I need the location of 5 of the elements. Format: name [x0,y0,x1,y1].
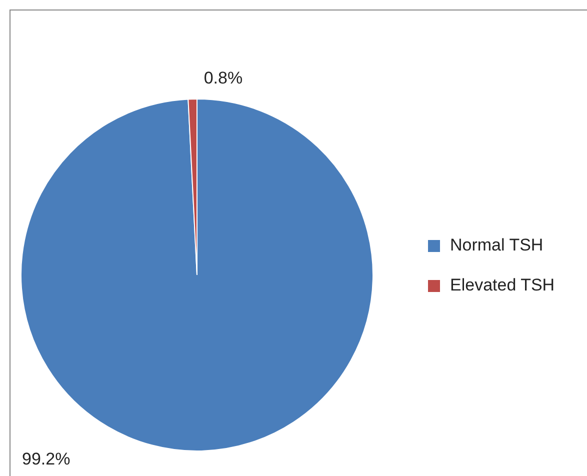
data-label: 99.2% [22,449,70,468]
data-label: 0.8% [204,68,243,88]
legend-label: Elevated TSH [450,275,555,294]
pie-slice [20,98,374,452]
legend-label: Normal TSH [450,235,544,254]
